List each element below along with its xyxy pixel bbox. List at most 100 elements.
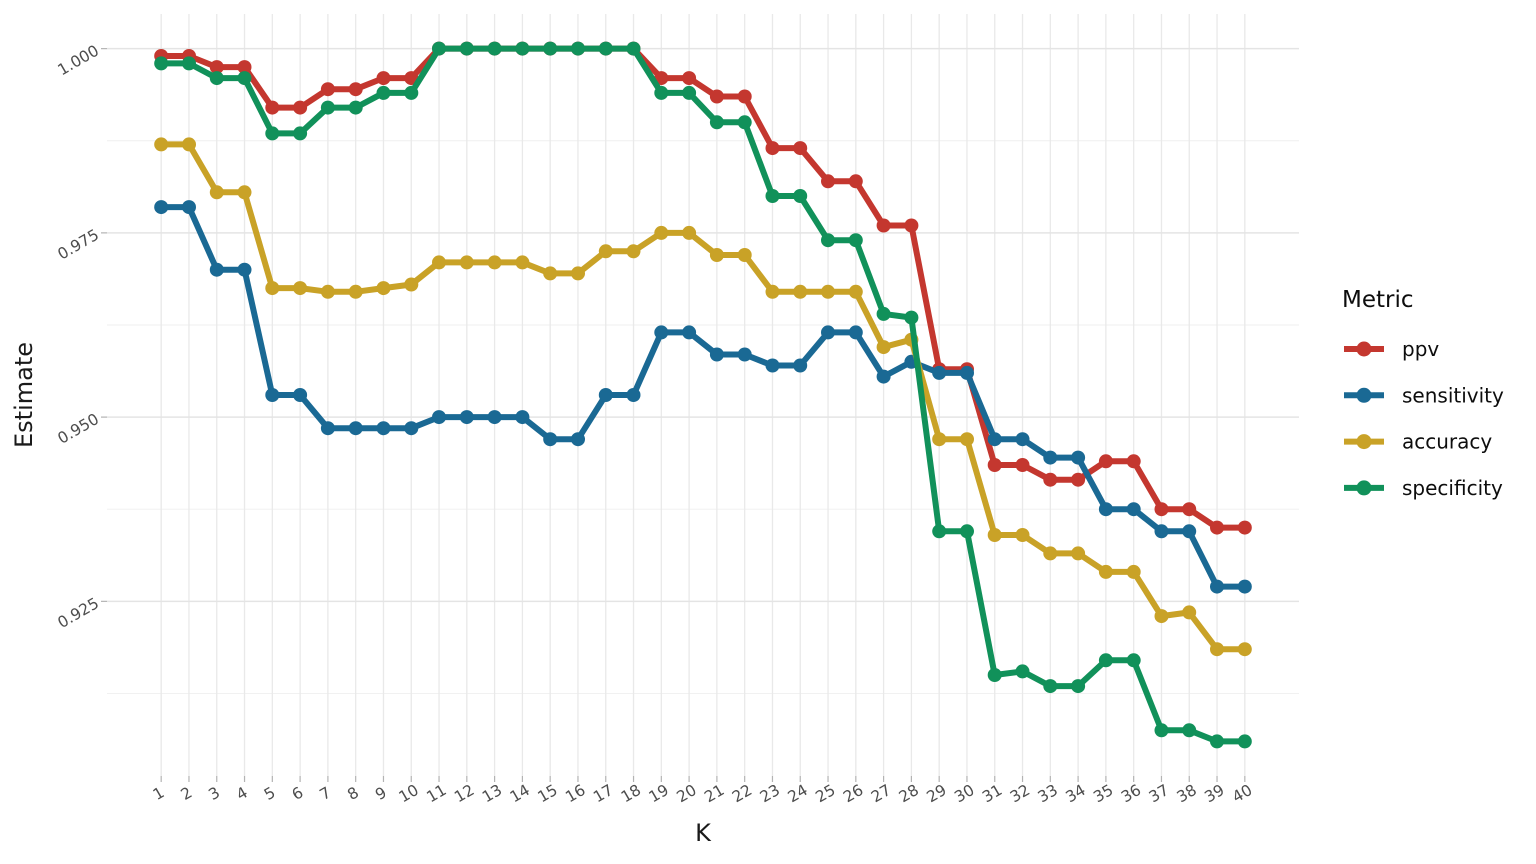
data-point-sensitivity [404, 421, 419, 436]
data-point-accuracy [821, 284, 835, 299]
data-point-ppv [1210, 520, 1224, 535]
legend-label: sensitivity [1402, 383, 1504, 407]
data-point-ppv [209, 60, 224, 75]
data-point-accuracy [182, 137, 196, 152]
y-axis-title: Estimate [10, 342, 38, 448]
series-line-ppv [161, 45, 1245, 531]
data-point-ppv [1154, 502, 1169, 517]
data-point-specificity [682, 85, 697, 100]
data-point-sensitivity [1126, 502, 1141, 517]
data-point-specificity [709, 115, 724, 130]
series-line-specificity [161, 45, 1245, 745]
data-point-ppv [1182, 502, 1197, 517]
legend-label: accuracy [1402, 430, 1492, 454]
data-point-ppv [904, 218, 919, 233]
data-point-specificity [182, 56, 196, 71]
data-point-specificity [459, 41, 474, 56]
data-point-sensitivity [1015, 432, 1030, 447]
data-point-sensitivity [348, 421, 363, 436]
data-point-ppv [987, 458, 1002, 472]
data-point-accuracy [848, 284, 863, 299]
data-point-specificity [1182, 723, 1197, 738]
data-point-ppv [709, 89, 724, 104]
data-point-ppv [848, 174, 863, 189]
data-point-specificity [432, 41, 446, 56]
series-sensitivity [154, 200, 1252, 594]
data-point-sensitivity [1210, 579, 1224, 594]
data-point-specificity [654, 85, 669, 100]
data-point-sensitivity [1043, 450, 1058, 465]
data-point-accuracy [1237, 642, 1252, 657]
data-point-ppv [1043, 472, 1058, 487]
data-point-ppv [737, 89, 752, 104]
data-point-specificity [848, 233, 863, 248]
data-point-accuracy [1210, 642, 1224, 657]
data-point-ppv [1098, 454, 1113, 469]
data-point-accuracy [154, 137, 169, 152]
data-point-ppv [654, 71, 669, 86]
data-point-specificity [1043, 679, 1058, 694]
data-point-ppv [1015, 458, 1030, 472]
data-point-accuracy [1015, 528, 1030, 542]
data-point-specificity [793, 189, 808, 203]
data-point-specificity [404, 85, 419, 100]
data-point-sensitivity [265, 388, 280, 402]
data-point-specificity [960, 524, 974, 539]
series-specificity [154, 41, 1252, 749]
data-point-accuracy [1098, 564, 1113, 579]
data-point-accuracy [765, 284, 780, 299]
data-point-accuracy [487, 255, 502, 270]
data-point-sensitivity [237, 262, 252, 277]
data-point-specificity [571, 41, 585, 56]
data-point-sensitivity [654, 325, 669, 340]
data-point-specificity [1126, 653, 1141, 668]
data-point-accuracy [209, 185, 224, 200]
data-point-specificity [348, 100, 363, 115]
data-point-accuracy [793, 284, 808, 299]
data-point-specificity [876, 306, 891, 321]
data-point-accuracy [515, 255, 530, 270]
data-point-sensitivity [1182, 524, 1197, 539]
data-point-accuracy [682, 225, 697, 240]
data-point-accuracy [237, 185, 252, 200]
data-point-specificity [626, 41, 641, 56]
data-point-ppv [793, 141, 808, 156]
data-point-sensitivity [626, 388, 641, 402]
data-point-ppv [376, 71, 391, 86]
data-point-specificity [293, 126, 308, 141]
data-point-sensitivity [487, 410, 502, 425]
data-point-ppv [1071, 472, 1086, 487]
data-point-specificity [987, 668, 1002, 682]
data-point-sensitivity [571, 432, 585, 447]
legend-item-ppv: ppv [1344, 337, 1439, 361]
data-point-specificity [376, 85, 391, 100]
data-point-accuracy [293, 281, 308, 296]
data-point-specificity [515, 41, 530, 56]
x-axis-title: K [695, 819, 712, 847]
data-point-sensitivity [960, 365, 974, 380]
legend-label: specificity [1402, 476, 1503, 500]
data-point-sensitivity [1071, 450, 1086, 465]
data-point-specificity [765, 189, 780, 203]
data-point-ppv [404, 71, 419, 86]
data-point-sensitivity [1237, 579, 1252, 594]
data-point-specificity [598, 41, 613, 56]
data-point-sensitivity [515, 410, 530, 425]
data-point-specificity [932, 524, 947, 539]
data-point-accuracy [348, 284, 363, 299]
data-point-accuracy [987, 528, 1002, 542]
data-point-accuracy [960, 432, 974, 447]
series-line-accuracy [161, 141, 1245, 653]
data-point-accuracy [320, 284, 335, 299]
data-point-sensitivity [765, 358, 780, 373]
axis-ticks [101, 48, 1246, 782]
data-point-specificity [154, 56, 169, 71]
data-point-ppv [1126, 454, 1141, 469]
data-point-accuracy [1071, 546, 1086, 561]
data-point-accuracy [626, 244, 641, 259]
data-point-accuracy [459, 255, 474, 270]
legend-item-specificity: specificity [1344, 476, 1503, 500]
data-point-ppv [1237, 520, 1252, 535]
data-point-accuracy [737, 248, 752, 262]
